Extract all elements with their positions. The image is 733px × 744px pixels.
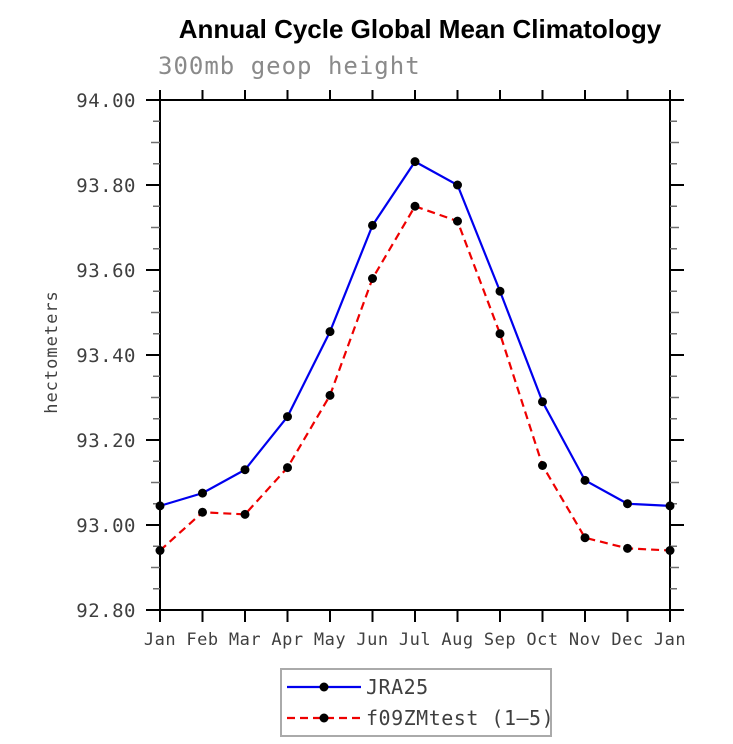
data-point-0-Nov (580, 475, 590, 485)
data-point-1-Jan (155, 546, 165, 555)
y-tick-label: 93.60 (76, 260, 136, 282)
legend-label-f09zmtest: f09ZMtest (1–5) (366, 705, 555, 730)
y-axis-label: hectometers (42, 290, 62, 414)
data-point-0-Feb (198, 488, 207, 498)
y-tick-label: 94.00 (76, 90, 136, 112)
data-point-1-Jul (410, 201, 420, 211)
data-point-0-Jan (155, 501, 165, 511)
data-point-1-Oct (538, 461, 547, 470)
x-tick-label: Feb (186, 630, 218, 650)
chart-subtitle: 300mb geop height (158, 52, 421, 80)
data-point-1-Aug (453, 216, 462, 226)
data-point-1-Dec (623, 543, 632, 553)
x-tick-label: Oct (526, 630, 558, 650)
series-line-1 (159, 204, 671, 552)
x-tick-label: Jun (356, 630, 388, 650)
data-point-0-Jul (410, 157, 420, 167)
legend-marker-dot (319, 713, 329, 723)
x-tick-label: Dec (611, 630, 643, 650)
data-point-1-Sep (495, 329, 505, 339)
legend-row-jra25: JRA25 (285, 674, 550, 700)
data-point-0-Dec (623, 499, 632, 509)
data-point-1-Nov (580, 533, 590, 543)
data-point-0-May (325, 327, 335, 337)
data-point-0-Sep (495, 286, 505, 296)
legend-line-sample-jra25 (287, 682, 361, 692)
data-point-1-Feb (198, 507, 207, 517)
data-point-1-Apr (283, 463, 292, 473)
x-tick-label: Apr (271, 630, 303, 650)
x-tick-label: Jan (144, 630, 176, 650)
x-tick-label: Mar (229, 630, 261, 650)
data-point-0-Mar (240, 465, 250, 475)
data-point-1-Mar (240, 509, 250, 519)
legend-row-f09zmtest: f09ZMtest (1–5) (285, 705, 554, 731)
y-tick-label: 93.00 (76, 515, 136, 537)
x-tick-label: Jul (399, 630, 431, 650)
y-tick-label: 93.80 (76, 175, 136, 197)
data-point-0-Jun (368, 220, 377, 230)
y-tick-label: 93.40 (76, 345, 136, 367)
data-point-0-Oct (538, 397, 547, 407)
chart-title: Annual Cycle Global Mean Climatology (178, 14, 662, 44)
x-tick-label: Jan (654, 630, 686, 650)
data-point-1-May (325, 390, 335, 400)
data-point-1-Jan (665, 546, 675, 555)
legend-marker-dot (319, 682, 329, 692)
data-point-0-Jan (665, 501, 675, 511)
legend-label-jra25: JRA25 (366, 675, 429, 700)
data-point-0-Aug (453, 180, 462, 190)
x-tick-label: Sep (484, 630, 516, 650)
y-tick-label: 92.80 (76, 600, 136, 622)
x-tick-label: May (314, 630, 346, 650)
legend: JRA25 f09ZMtest (1–5) (280, 668, 554, 737)
x-tick-label: Nov (569, 630, 601, 650)
y-tick-label: 93.20 (76, 430, 136, 452)
legend-line-sample-f09zmtest (287, 713, 361, 723)
x-tick-label: Aug (441, 630, 473, 650)
data-point-1-Jun (368, 274, 377, 283)
data-point-0-Apr (283, 412, 292, 422)
series-line-0 (159, 160, 671, 507)
